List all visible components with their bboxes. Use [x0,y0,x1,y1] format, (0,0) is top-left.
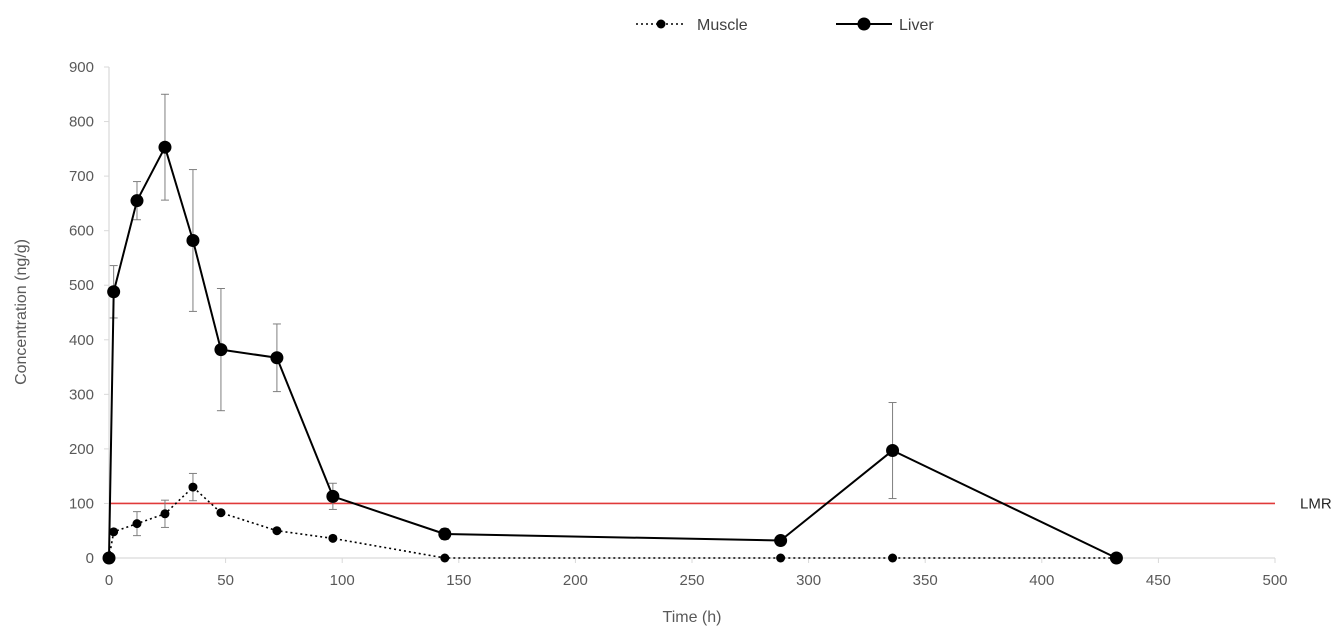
series-points [102,140,1123,565]
legend-liver-marker [857,17,871,31]
legend-muscle-marker [656,19,666,29]
x-tick-label: 250 [679,572,704,589]
y-tick-label: 800 [69,114,94,131]
y-tick-label: 200 [69,441,94,458]
liver-data-point [186,233,200,247]
y-tick-label: 300 [69,386,94,403]
x-tick-label: 0 [105,572,113,589]
y-tick-label: 600 [69,223,94,240]
liver-data-point [158,140,172,154]
x-axis-title: Time (h) [663,609,722,626]
y-axis-title: Concentration (ng/g) [13,239,30,385]
muscle-data-point [160,509,170,519]
y-tick-label: 400 [69,332,94,349]
x-tick-label: 300 [796,572,821,589]
y-tick-label: 100 [69,495,94,512]
muscle-data-point [109,527,119,537]
reference-line-label: LMR [1300,495,1332,512]
muscle-data-point [440,553,450,563]
liver-data-point [107,285,121,299]
muscle-data-point [272,526,282,536]
legend: Muscle Liver [636,17,934,34]
liver-data-point [438,527,452,541]
y-tick-label: 900 [69,59,94,76]
muscle-series-line [108,486,1117,559]
muscle-data-point [188,482,198,492]
y-tick-label: 500 [69,277,94,294]
x-tick-label: 450 [1146,572,1171,589]
liver-data-point [214,343,228,357]
x-tick-label: 500 [1262,572,1287,589]
liver-data-point [774,534,788,548]
error-bars [109,93,897,540]
tick-labels: 0 50 100 150 200 250 300 350 400 450 500 0 100 200 300… [69,59,1288,589]
liver-series-line [108,146,1117,559]
y-tick-label: 0 [86,550,94,567]
y-tick-label: 700 [69,168,94,185]
x-tick-label: 100 [330,572,355,589]
x-tick-label: 150 [446,572,471,589]
liver-data-point [326,489,340,503]
muscle-data-point [776,553,786,563]
legend-liver-label: Liver [899,17,934,34]
liver-data-point [130,194,144,208]
liver-data-point [886,444,900,458]
reference-line-group: LMR [109,495,1332,512]
liver-data-point [1109,551,1123,565]
liver-data-point [102,551,116,565]
legend-muscle-label: Muscle [697,17,748,34]
muscle-data-point [132,519,142,529]
liver-data-point [270,351,284,365]
x-tick-label: 350 [913,572,938,589]
series-lines [108,146,1117,559]
x-tick-label: 400 [1029,572,1054,589]
x-tick-label: 200 [563,572,588,589]
muscle-data-point [216,508,226,518]
muscle-data-point [328,533,338,543]
axes [104,66,1276,563]
x-tick-label: 50 [217,572,234,589]
muscle-data-point [888,553,898,563]
